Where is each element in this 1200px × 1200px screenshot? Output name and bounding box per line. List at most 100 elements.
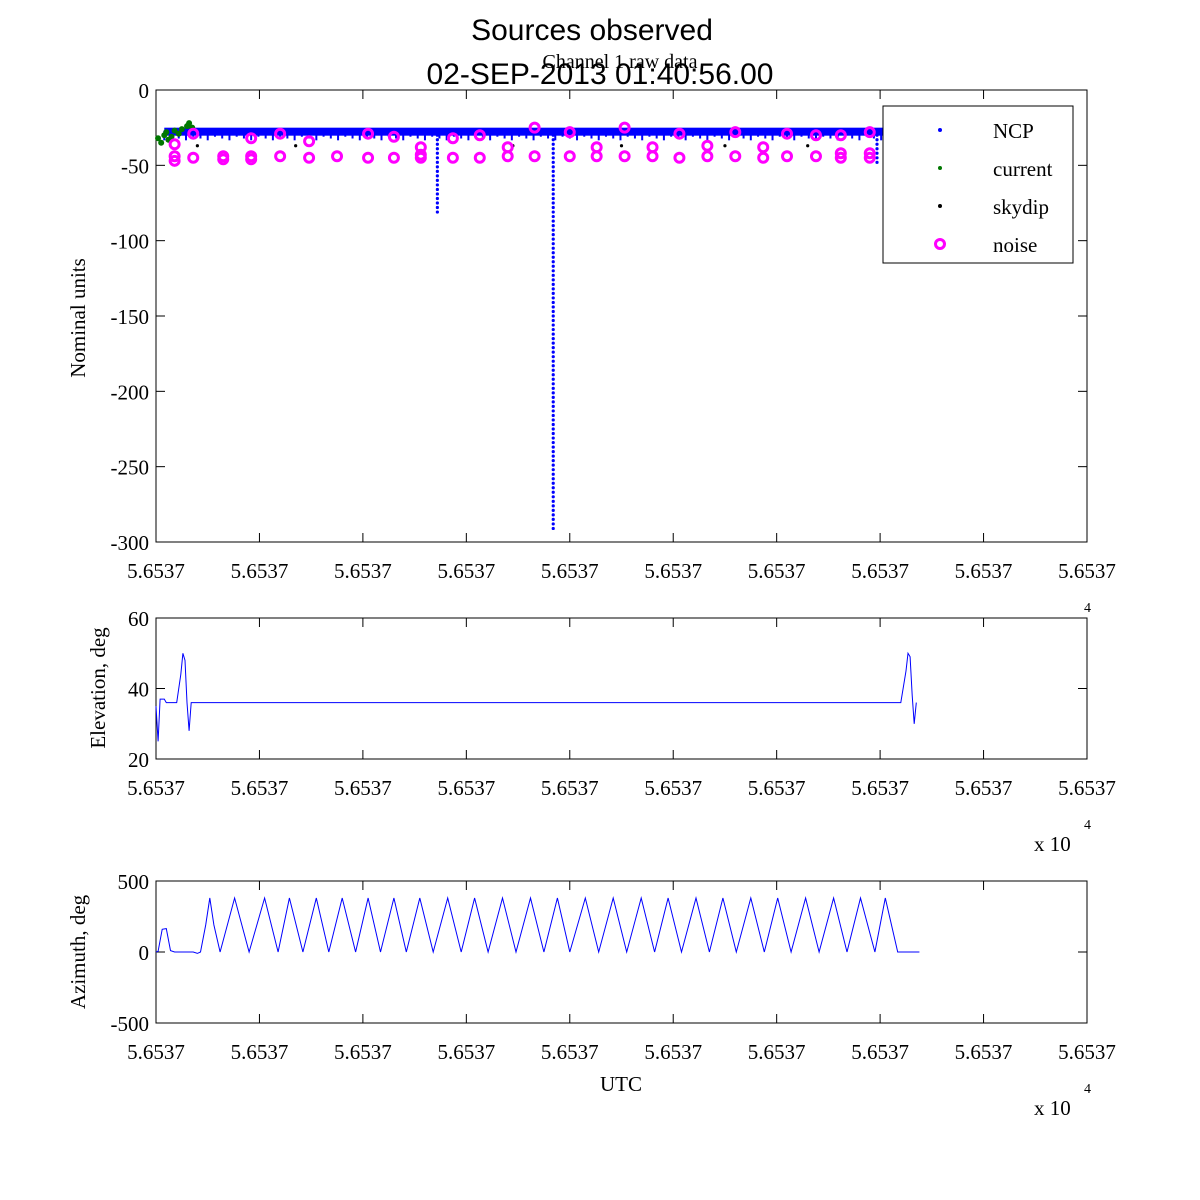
ncp-point bbox=[551, 296, 555, 300]
ncp-point bbox=[551, 427, 555, 431]
ncp-point bbox=[551, 201, 555, 205]
ncp-point bbox=[551, 364, 555, 368]
elev-xtick-label: 5.6537 bbox=[955, 776, 1013, 800]
ncp-point bbox=[551, 287, 555, 291]
current-point bbox=[158, 139, 165, 146]
ncp-point bbox=[551, 305, 555, 309]
ncp-point bbox=[551, 260, 555, 264]
ncp-point bbox=[435, 196, 439, 201]
ncp-point bbox=[875, 133, 879, 137]
noise-point bbox=[168, 154, 181, 167]
ncp-point bbox=[875, 160, 879, 164]
noise-point bbox=[187, 151, 200, 164]
ncp-point bbox=[435, 138, 439, 142]
ncp-point bbox=[551, 228, 555, 232]
azimuth-xlabel: UTC bbox=[600, 1072, 642, 1096]
raw-xtick-label: 5.6537 bbox=[644, 559, 702, 583]
ncp-point bbox=[435, 129, 439, 133]
ncp-point bbox=[435, 160, 439, 164]
elevation-ylabel: Elevation, deg bbox=[86, 627, 110, 749]
ncp-point bbox=[551, 196, 555, 201]
ncp-point bbox=[551, 192, 555, 196]
legend-marker-skydip bbox=[938, 204, 942, 208]
legend-marker-noise bbox=[934, 238, 946, 250]
raw-xtick-label: 5.6537 bbox=[437, 559, 495, 583]
ncp-point bbox=[551, 219, 555, 223]
elev-ytick-label: 40 bbox=[128, 678, 149, 702]
az-xtick-label: 5.6537 bbox=[1058, 1040, 1116, 1064]
ncp-point bbox=[551, 409, 555, 413]
ncp-point bbox=[551, 472, 555, 476]
noise-point bbox=[781, 127, 794, 140]
ncp-point bbox=[551, 174, 555, 178]
noise-point bbox=[473, 151, 486, 164]
ncp-point bbox=[875, 138, 879, 142]
ncp-point bbox=[551, 346, 555, 350]
ncp-point bbox=[551, 332, 555, 336]
ncp-point bbox=[875, 147, 879, 151]
noise-point bbox=[245, 150, 258, 163]
azimuth-x-exponent: x 10 bbox=[1034, 1096, 1071, 1120]
ncp-point bbox=[435, 156, 439, 160]
ncp-point bbox=[551, 129, 555, 133]
ncp-point bbox=[551, 273, 555, 277]
elevation-x-exponent-power: 4 bbox=[1084, 818, 1091, 833]
azimuth-ylabel: Azimuth, deg bbox=[66, 894, 90, 1009]
ncp-point bbox=[551, 440, 555, 445]
elev-xtick-label: 5.6537 bbox=[231, 776, 289, 800]
raw-xtick-label: 5.6537 bbox=[955, 559, 1013, 583]
noise-point bbox=[646, 141, 659, 154]
ncp-point bbox=[551, 242, 555, 246]
ncp-point bbox=[551, 395, 555, 399]
ncp-baseline-band bbox=[164, 127, 974, 136]
noise-point bbox=[362, 127, 375, 140]
ncp-point bbox=[875, 151, 879, 155]
elev-ytick-label: 20 bbox=[128, 748, 149, 772]
ncp-point bbox=[551, 151, 555, 155]
ncp-point bbox=[551, 291, 555, 295]
az-plot-area bbox=[155, 880, 1088, 1024]
ncp-point bbox=[551, 504, 555, 508]
noise-point bbox=[863, 126, 876, 139]
current-point bbox=[175, 130, 182, 137]
az-xtick-label: 5.6537 bbox=[334, 1040, 392, 1064]
noise-point bbox=[331, 150, 344, 163]
ncp-point bbox=[551, 477, 555, 481]
noise-point bbox=[387, 130, 400, 143]
ncp-point bbox=[551, 205, 555, 210]
noise-point bbox=[590, 141, 603, 154]
ncp-point bbox=[551, 156, 555, 160]
legend-label-current: current bbox=[993, 157, 1053, 181]
ncp-point bbox=[435, 133, 439, 137]
raw-xtick-label: 5.6537 bbox=[1058, 559, 1116, 583]
ncp-point bbox=[551, 142, 555, 146]
ncp-point bbox=[551, 337, 555, 341]
noise-point bbox=[528, 121, 541, 134]
ncp-point bbox=[551, 508, 555, 512]
az-xtick-label: 5.6537 bbox=[748, 1040, 806, 1064]
figure-title-line1: Sources observed bbox=[471, 14, 713, 47]
noise-point bbox=[528, 150, 541, 163]
ncp-point bbox=[551, 413, 555, 418]
skydip-point bbox=[195, 144, 199, 148]
ncp-point bbox=[435, 169, 439, 173]
az-ytick-label: -500 bbox=[111, 1012, 150, 1036]
ncp-point bbox=[551, 233, 555, 237]
noise-point bbox=[673, 127, 686, 140]
noise-point bbox=[303, 135, 316, 148]
skydip-point bbox=[723, 144, 727, 148]
ncp-point bbox=[551, 323, 555, 327]
ncp-point bbox=[875, 129, 879, 133]
ncp-point bbox=[551, 459, 555, 463]
elev-xtick-label: 5.6537 bbox=[334, 776, 392, 800]
azimuth-panel: 5.6537 5.6537 5.6537 5.6537 5.6537 5.6537 5.65… bbox=[111, 870, 1116, 1064]
ncp-point bbox=[551, 454, 555, 458]
ncp-point bbox=[551, 463, 555, 467]
ncp-point bbox=[875, 156, 879, 160]
ncp-point bbox=[551, 373, 555, 377]
legend-marker-current bbox=[938, 166, 942, 170]
skydip-point bbox=[619, 144, 624, 148]
ncp-point bbox=[551, 382, 555, 386]
ncp-point bbox=[435, 174, 439, 178]
raw-ytick-label: -200 bbox=[111, 380, 150, 404]
